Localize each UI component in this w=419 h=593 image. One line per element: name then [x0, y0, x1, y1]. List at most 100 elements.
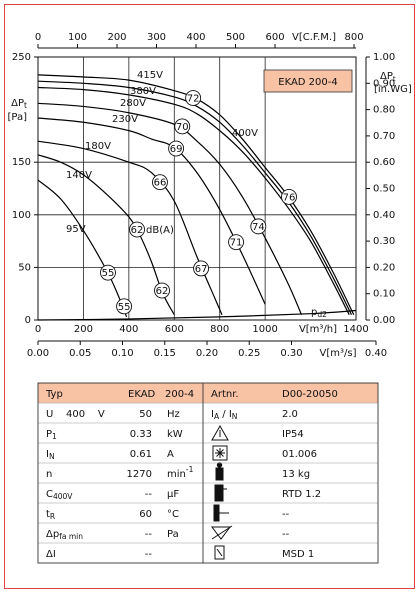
y-tick-label: 250: [12, 52, 31, 63]
curve-label: 280V: [120, 98, 146, 109]
x-tick-label: 800: [210, 324, 229, 335]
chart-title: EKAD 200-4: [278, 77, 337, 88]
icon-thermal: [213, 504, 220, 522]
y2-tick-label: 0.70: [373, 131, 395, 142]
y-axis-label-sub: t: [24, 101, 27, 110]
noise-marker: [250, 218, 267, 235]
table-param-part: n: [46, 469, 52, 480]
table-param-part: 400V: [53, 492, 73, 501]
y2-axis-label: ΔPt: [380, 71, 396, 83]
curve-label: 230V: [112, 114, 138, 125]
table-value: 0.33: [130, 429, 152, 440]
table-param-part: I: [46, 449, 49, 460]
x3-tick-label: 0.20: [196, 348, 218, 359]
table-header-cell: D00-20050: [282, 389, 338, 400]
table-symbol: IA / IN: [211, 409, 237, 421]
x3-tick-label: 0.05: [69, 348, 91, 359]
table-unit: µF: [167, 489, 179, 500]
table-unit-part: min: [167, 469, 186, 480]
curve: [37, 102, 303, 315]
table-value: 0.61: [130, 449, 152, 460]
table-param-part: t: [46, 509, 50, 520]
icon-warning: [211, 424, 229, 441]
table-border: [37, 382, 379, 564]
system-curve-label-main: p: [311, 307, 317, 318]
y-axis-label: ΔPt: [11, 98, 27, 110]
table-symbol-part: / I: [219, 409, 232, 420]
table-unit-part: -1: [186, 465, 194, 474]
x3-tick-label: 0.25: [238, 348, 260, 359]
table-param-part: P: [46, 429, 52, 440]
noise-label: 55: [118, 302, 131, 313]
icon-switch: [214, 545, 225, 560]
table-param-part: R: [50, 512, 55, 521]
table-param-part: fa min: [59, 532, 83, 541]
noise-label: 67: [195, 264, 208, 275]
noise-marker: [281, 188, 297, 205]
noise-marker: [193, 260, 210, 277]
table-unit: A: [167, 449, 174, 460]
table-symbol-part: I: [211, 409, 214, 420]
y2-tick-label: 0.90: [373, 78, 395, 89]
icon-protection: [212, 445, 228, 461]
noise-label: 74: [252, 222, 265, 233]
x3-tick-label: 0.10: [111, 348, 133, 359]
x2-tick-label: 0: [35, 32, 41, 43]
x3-tick-label: 0.15: [154, 348, 176, 359]
noise-marker: [116, 298, 133, 315]
y2-tick-label: 0.40: [373, 210, 395, 221]
table-spec: 2.0: [282, 409, 298, 420]
x2-tick-label: 500: [226, 32, 245, 43]
curve: [37, 86, 350, 316]
table-value: 50: [139, 409, 152, 420]
curve: [37, 179, 128, 318]
table-header-cell: EKAD: [128, 389, 156, 400]
table-param: C400V: [46, 489, 73, 501]
x2-axis-label: V[C.F.M.]: [292, 32, 336, 43]
x3-tick-label: 0.40: [365, 348, 387, 359]
noise-unit: dB(A): [146, 225, 174, 236]
noise-label: 76: [283, 192, 296, 203]
table-unit-part: Hz: [167, 409, 180, 420]
y2-tick-label: 0.80: [373, 105, 395, 116]
table-param: Δpfa min: [46, 529, 83, 541]
table-value: --: [145, 529, 153, 540]
table-spec: RTD 1.2: [282, 489, 321, 500]
table-header-cell: Artnr.: [211, 389, 239, 400]
curve-label: 415V: [137, 70, 163, 81]
table-param-part: N: [49, 452, 55, 461]
noise-label: 62: [131, 225, 144, 236]
noise-label: 72: [187, 94, 200, 105]
curve: [37, 80, 352, 316]
x2-tick-label: 400: [186, 32, 205, 43]
y2-axis-label-sub: t: [393, 75, 396, 83]
icon-weight-head: [216, 462, 223, 468]
table-symbol-part: A: [214, 412, 220, 421]
y2-tick-label: 0.20: [373, 262, 395, 273]
noise-label: 70: [176, 122, 189, 133]
noise-marker: [174, 118, 191, 135]
noise-marker: [129, 221, 145, 238]
noise-label: 69: [170, 144, 183, 155]
x-axis-label: V[m³/h]: [299, 324, 337, 335]
table-header-cell: 200-4: [165, 389, 194, 400]
noise-marker: [168, 140, 185, 157]
table-param: tR: [46, 509, 55, 521]
table-spec: 13 kg: [282, 469, 310, 480]
table-icons: [211, 424, 233, 560]
table-param-part: Δp: [46, 529, 59, 540]
x2-tick-label: 100: [68, 32, 87, 43]
table-unit: °C: [167, 509, 179, 520]
table-header-cell: Typ: [45, 389, 63, 400]
y2-tick-label: 0.60: [373, 157, 395, 168]
x2-tick-label: 800: [344, 32, 363, 43]
x-tick-label: 200: [74, 324, 93, 335]
table-param-part: C: [46, 489, 53, 500]
table-param-part: 1: [52, 432, 57, 441]
table-param: IN: [46, 449, 55, 461]
y2-axis-label-main: ΔP: [380, 71, 393, 82]
table-unit-part: A: [167, 449, 174, 460]
x-tick-label: 400: [119, 324, 138, 335]
icon-star: [215, 448, 225, 458]
